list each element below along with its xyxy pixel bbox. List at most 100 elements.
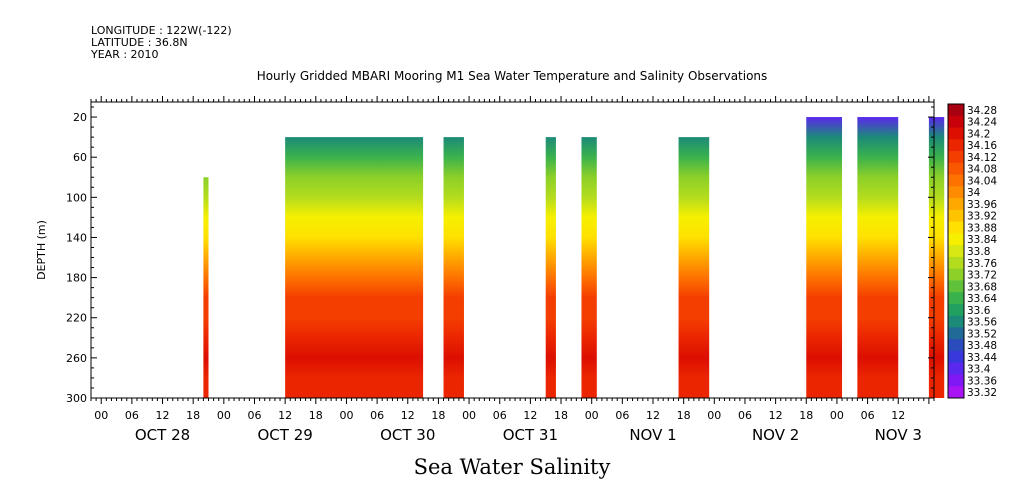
x-hour-label: 12 — [523, 409, 537, 422]
x-hour-label: 06 — [861, 409, 875, 422]
colorbar-label: 33.4 — [967, 364, 991, 376]
x-hour-label: 00 — [462, 409, 476, 422]
colorbar-label: 33.56 — [967, 317, 997, 329]
y-tick-label: 260 — [66, 352, 87, 365]
data-block — [581, 137, 597, 398]
y-axis: 20 60 100 140 180 220 260 300 — [66, 106, 934, 405]
x-hour-label: 06 — [493, 409, 507, 422]
x-hour-label: 00 — [707, 409, 721, 422]
x-hour-label: 18 — [799, 409, 813, 422]
colorbar-label: 33.72 — [967, 270, 997, 282]
colorbar-label: 33.76 — [967, 258, 997, 270]
colorbar-swatch — [948, 303, 964, 317]
y-axis-title: DEPTH (m) — [35, 220, 48, 280]
plot-frame — [90, 101, 935, 399]
colorbar-swatch — [948, 104, 964, 117]
x-hour-label: 12 — [278, 409, 292, 422]
x-hour-label: 18 — [186, 409, 200, 422]
latitude-label: LATITUDE : 36.8N — [91, 36, 188, 49]
x-hour-label: 00 — [585, 409, 599, 422]
x-hour-label: 12 — [156, 409, 170, 422]
x-hour-label: 06 — [247, 409, 261, 422]
colorbar-swatch — [948, 209, 964, 223]
y-tick-label: 300 — [66, 392, 87, 405]
x-hour-label: 18 — [309, 409, 323, 422]
colorbar-frame — [947, 103, 965, 399]
x-hour-label: 00 — [217, 409, 231, 422]
longitude-label: LONGITUDE : 122W(-122) — [91, 24, 232, 37]
colorbar-label: 33.48 — [967, 340, 997, 352]
colorbar-label: 34 — [967, 187, 981, 199]
colorbar-swatch — [948, 256, 964, 270]
colorbar-swatch — [948, 374, 964, 387]
data-block — [857, 117, 899, 399]
x-hour-label: 06 — [738, 409, 752, 422]
x-hour-label: 12 — [401, 409, 415, 422]
colorbar-label: 34.16 — [967, 140, 997, 152]
colorbar-swatch — [948, 350, 964, 364]
colorbar-label: 33.8 — [967, 246, 990, 258]
variable-title: Sea Water Salinity — [413, 455, 611, 479]
x-day-label: NOV 2 — [752, 426, 799, 444]
data-block — [678, 137, 710, 398]
x-day-label: OCT 30 — [380, 426, 435, 444]
colorbar-swatch — [948, 233, 964, 246]
colorbar-swatch — [948, 268, 964, 281]
x-hour-label: 12 — [769, 409, 783, 422]
colorbar-label: 33.68 — [967, 281, 997, 293]
colorbar-label: 33.52 — [967, 328, 997, 340]
colorbar-swatch — [948, 151, 964, 164]
colorbar-swatch — [948, 339, 964, 352]
colorbar-swatch — [948, 198, 964, 211]
colorbar-label: 34.08 — [967, 164, 997, 176]
colorbar: 34.2834.2434.234.1634.1234.0834.043433.9… — [947, 103, 997, 399]
colorbar-label: 34.12 — [967, 152, 997, 164]
colorbar-label: 33.92 — [967, 211, 997, 223]
x-hour-label: 06 — [370, 409, 384, 422]
colorbar-swatch — [948, 174, 964, 187]
x-hour-label: 06 — [125, 409, 139, 422]
data-block — [545, 137, 556, 398]
data-block — [806, 117, 843, 399]
colorbar-swatch — [948, 280, 964, 293]
colorbar-swatch — [948, 221, 964, 234]
x-hour-label: 18 — [554, 409, 568, 422]
colorbar-label: 34.24 — [967, 117, 997, 129]
colorbar-swatch — [948, 362, 964, 375]
colorbar-label: 34.28 — [967, 105, 997, 117]
x-day-label: NOV 1 — [629, 426, 676, 444]
x-day-label: OCT 29 — [257, 426, 312, 444]
colorbar-label: 33.44 — [967, 352, 997, 364]
colorbar-swatch — [948, 386, 964, 399]
colorbar-label: 33.88 — [967, 222, 997, 234]
colorbar-swatch — [948, 186, 964, 199]
x-hour-label: 00 — [94, 409, 108, 422]
data-blocks — [203, 117, 945, 399]
x-hour-label: 18 — [431, 409, 445, 422]
y-tick-label: 180 — [66, 272, 87, 285]
colorbar-label: 33.32 — [967, 387, 997, 399]
colorbar-label: 34.04 — [967, 175, 997, 187]
x-day-label: OCT 31 — [503, 426, 558, 444]
x-hour-label: 12 — [891, 409, 905, 422]
x-hour-label: 00 — [339, 409, 353, 422]
colorbar-swatch — [948, 139, 964, 152]
data-block — [285, 137, 424, 398]
colorbar-swatch — [948, 115, 964, 129]
colorbar-label: 33.36 — [967, 375, 997, 387]
colorbar-label: 33.84 — [967, 234, 997, 246]
x-day-label: OCT 28 — [135, 426, 190, 444]
y-tick-label: 100 — [66, 191, 87, 204]
colorbar-label: 34.2 — [967, 128, 990, 140]
colorbar-swatch — [948, 127, 964, 140]
data-block — [203, 177, 209, 398]
x-hour-label: 00 — [830, 409, 844, 422]
colorbar-label: 33.96 — [967, 199, 997, 211]
colorbar-swatch — [948, 327, 964, 340]
x-day-label: NOV 3 — [875, 426, 922, 444]
x-hour-label: 12 — [646, 409, 660, 422]
y-tick-label: 220 — [66, 312, 87, 325]
colorbar-label: 33.64 — [967, 293, 997, 305]
x-axis: 00 06 12 18 00 06 12 18 00 06 12 18 00 06 12 18 00 06 12 18… — [90, 96, 935, 444]
colorbar-swatch — [948, 162, 964, 176]
